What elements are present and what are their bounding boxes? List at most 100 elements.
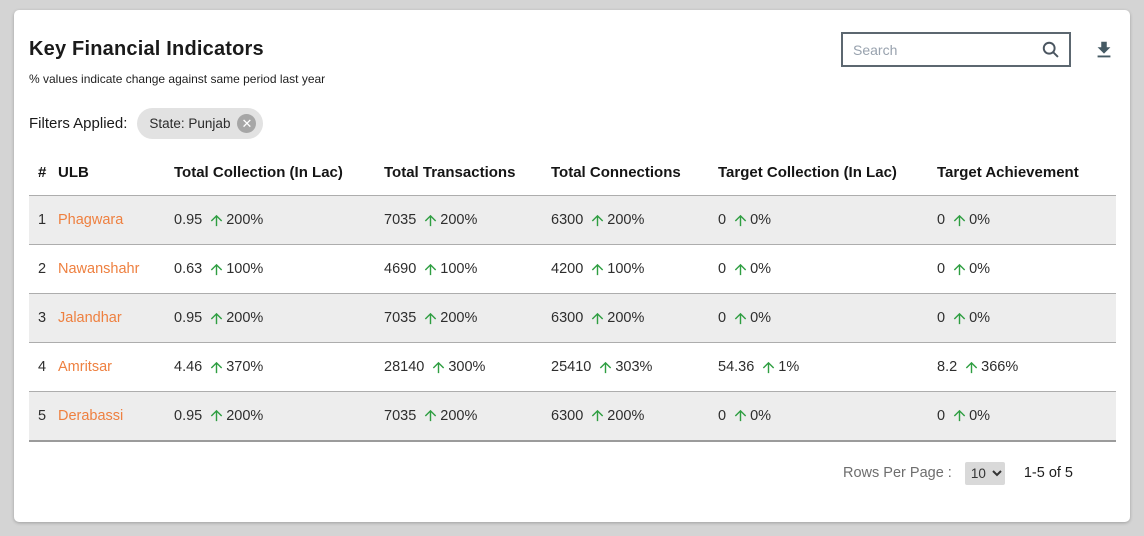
table-header-row: # ULB Total Collection (In Lac) Total Trans… (29, 164, 1116, 196)
metric-cell: 0 0% (718, 196, 937, 245)
metric-value: 0 (718, 261, 727, 277)
rows-per-page-select[interactable]: 10 (964, 461, 1005, 485)
table-body: 1 Phagwara 0.95 200% 7035 200% 6300 200% 0 0% 0 0… (29, 195, 1116, 441)
metric-cell: 0 0% (937, 392, 1116, 441)
pagination-range: 1-5 of 5 (1023, 465, 1073, 481)
metric-cell: 54.36 1% (718, 343, 937, 392)
arrow-up-icon (208, 310, 225, 327)
arrow-up-icon (951, 310, 968, 327)
table-row: 4 Amritsar 4.46 370% 28140 300% 25410 303% 54.… (29, 342, 1116, 392)
metric-pct: 303% (615, 359, 653, 375)
pagination-bar: Rows Per Page : 10 1-5 of 5 (29, 461, 1115, 485)
metric-pct: 200% (440, 310, 478, 326)
arrow-up-icon (589, 407, 606, 424)
metric-pct: 200% (226, 212, 264, 228)
metric-pct: 200% (607, 212, 645, 228)
column-header: Total Transactions (384, 164, 516, 181)
ulb-link[interactable]: Nawanshahr (58, 261, 140, 277)
metric-cell: 25410 303% (551, 343, 718, 392)
metric-cell: 4690 100% (384, 245, 551, 294)
arrow-up-icon (208, 212, 225, 229)
metric-cell: 0.63 100% (174, 245, 384, 294)
metric-value: 54.36 (718, 359, 755, 375)
column-header: ULB (58, 164, 89, 181)
arrow-up-icon (963, 359, 980, 376)
arrow-up-icon (589, 212, 606, 229)
arrow-up-icon (208, 407, 225, 424)
table-row: 2 Nawanshahr 0.63 100% 4690 100% 4200 100% 0 0%… (29, 244, 1116, 294)
metric-value: 4690 (384, 261, 417, 277)
metric-value: 0 (937, 407, 946, 424)
row-index: 3 (38, 310, 47, 326)
metric-pct: 0% (969, 212, 991, 228)
search-input[interactable] (853, 41, 1040, 58)
metric-value: 0 (937, 310, 946, 326)
metric-pct: 100% (607, 261, 645, 277)
metric-cell: 0 0% (718, 294, 937, 343)
arrow-up-icon (951, 407, 968, 424)
ulb-link[interactable]: Amritsar (58, 359, 112, 375)
metric-cell: 6300 200% (551, 294, 718, 343)
row-index: 2 (38, 261, 47, 277)
rows-per-page-label: Rows Per Page : (843, 465, 952, 481)
filters-row: Filters Applied: State: Punjab ✕ (29, 108, 1115, 139)
arrow-up-icon (951, 261, 968, 278)
arrow-up-icon (422, 212, 439, 229)
page-title: Key Financial Indicators (29, 38, 264, 60)
metric-pct: 200% (226, 310, 264, 326)
metric-value: 8.2 (937, 359, 958, 375)
metric-value: 25410 (551, 359, 592, 375)
arrow-up-icon (589, 261, 606, 278)
metric-cell: 4.46 370% (174, 343, 384, 392)
arrow-up-icon (430, 359, 447, 376)
metric-cell: 7035 200% (384, 196, 551, 245)
metric-value: 4.46 (174, 359, 203, 375)
search-icon[interactable] (1040, 39, 1061, 60)
metric-value: 6300 (551, 407, 584, 424)
header-actions (841, 32, 1115, 67)
card-header: Key Financial Indicators % values indica… (29, 30, 1115, 86)
ulb-link[interactable]: Derabassi (58, 407, 124, 424)
arrow-up-icon (422, 407, 439, 424)
ulb-link[interactable]: Phagwara (58, 212, 124, 228)
arrow-up-icon (422, 261, 439, 278)
column-header: Total Connections (551, 164, 681, 181)
column-header: # (38, 164, 47, 181)
chip-close-icon[interactable]: ✕ (237, 114, 257, 133)
metric-value: 0.95 (174, 407, 203, 424)
column-header: Total Collection (In Lac) (174, 164, 343, 181)
metric-cell: 0 0% (937, 294, 1116, 343)
metric-pct: 0% (750, 407, 772, 424)
metric-value: 0 (718, 310, 727, 326)
metric-cell: 8.2 366% (937, 343, 1116, 392)
metric-value: 0 (937, 212, 946, 228)
metric-pct: 366% (981, 359, 1019, 375)
arrow-up-icon (732, 310, 749, 327)
metric-value: 0.95 (174, 310, 203, 326)
metric-pct: 100% (226, 261, 264, 277)
metric-pct: 200% (607, 407, 645, 424)
search-box (841, 32, 1071, 67)
metric-cell: 7035 200% (384, 294, 551, 343)
metric-pct: 370% (226, 359, 264, 375)
metric-cell: 6300 200% (551, 196, 718, 245)
ulb-link[interactable]: Jalandhar (58, 310, 122, 326)
filters-label: Filters Applied: (29, 115, 128, 132)
download-button[interactable] (1093, 39, 1115, 61)
metric-cell: 0.95 200% (174, 196, 384, 245)
metric-value: 7035 (384, 407, 417, 424)
filter-chip-label: State: Punjab (149, 116, 231, 131)
metric-cell: 0.95 200% (174, 294, 384, 343)
row-index: 4 (38, 359, 47, 375)
title-block: Key Financial Indicators % values indica… (29, 30, 325, 86)
table-row: 1 Phagwara 0.95 200% 7035 200% 6300 200% 0 0% 0 0… (29, 195, 1116, 245)
metric-pct: 0% (969, 310, 991, 326)
arrow-up-icon (951, 212, 968, 229)
metric-pct: 0% (750, 212, 772, 228)
metric-pct: 200% (440, 407, 478, 424)
metric-value: 0 (937, 261, 946, 277)
arrow-up-icon (732, 407, 749, 424)
metric-value: 0 (718, 407, 727, 424)
metric-value: 0 (718, 212, 727, 228)
metric-value: 28140 (384, 359, 425, 375)
